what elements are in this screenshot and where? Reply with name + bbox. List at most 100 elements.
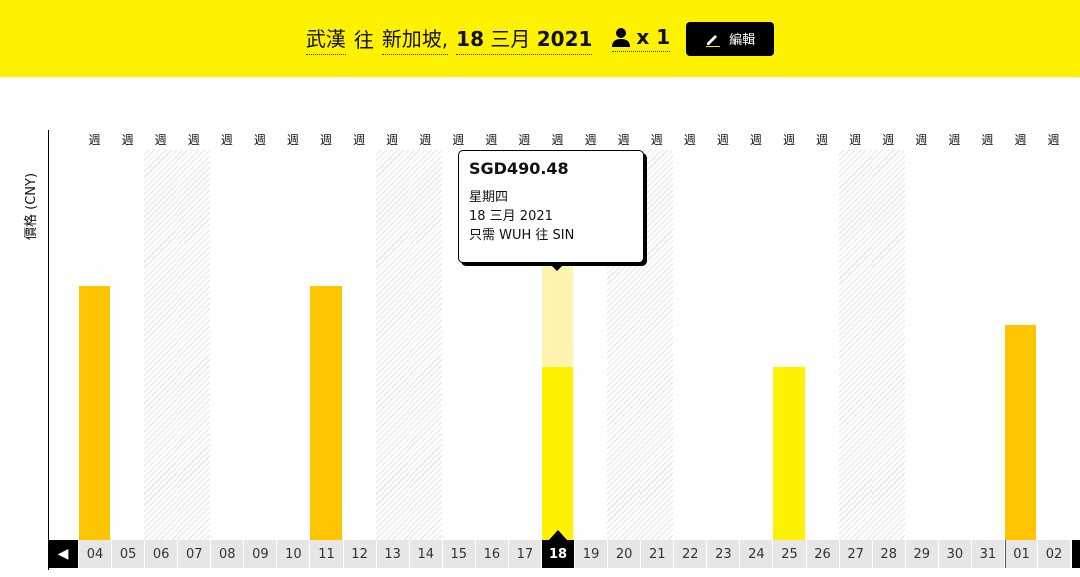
day-column-07[interactable]: 週 07: [177, 0, 211, 568]
tooltip-price: SGD490.48: [469, 159, 569, 178]
day-column-28[interactable]: 週 28: [871, 0, 905, 568]
week-label: 週: [320, 133, 333, 147]
edit-button[interactable]: 編輯: [686, 21, 775, 56]
day-column-17[interactable]: 週 17: [508, 0, 541, 568]
weekend-hatch: [144, 150, 178, 540]
weekend-hatch: [838, 150, 872, 540]
week-label: 週: [948, 133, 961, 147]
route-summary[interactable]: 武漢 往 新加坡, 18 三月 2021: [305, 23, 593, 55]
day-button[interactable]: 23: [707, 540, 740, 568]
day-column-27[interactable]: 週 27: [838, 0, 872, 568]
day-button[interactable]: 06: [145, 540, 178, 568]
prev-arrow-button[interactable]: ◀: [48, 540, 78, 568]
week-label: 週: [882, 133, 895, 147]
day-button[interactable]: 16: [475, 540, 508, 568]
price-bar-04[interactable]: [79, 286, 111, 540]
day-button[interactable]: 02: [1038, 540, 1071, 568]
travel-date[interactable]: 18 三月 2021: [456, 23, 593, 55]
day-button[interactable]: 09: [244, 540, 277, 568]
day-column-20[interactable]: 週 20: [607, 0, 641, 568]
day-button[interactable]: 08: [211, 540, 244, 568]
day-column-24[interactable]: 週 24: [739, 0, 773, 568]
day-column-19[interactable]: 週 19: [574, 0, 608, 568]
week-label: 週: [88, 133, 101, 147]
next-arrow-button[interactable]: [1072, 540, 1080, 568]
day-button[interactable]: 01: [1004, 540, 1038, 568]
day-column-29[interactable]: 週 29: [905, 0, 938, 568]
origin[interactable]: 武漢: [305, 23, 346, 55]
price-chart: 價格 (CNY) 週 04 週 05 週 06 週 07 週 08 週 09 週 10 週 11 週 12 週 13 週…: [24, 130, 1080, 570]
day-column-22[interactable]: 週 22: [673, 0, 707, 568]
week-label: 週: [286, 133, 299, 147]
tooltip-date: 18 三月 2021: [469, 209, 553, 224]
week-label: 週: [187, 133, 200, 147]
day-column-25[interactable]: 週 25: [772, 0, 806, 568]
search-summary-bar: 武漢 往 新加坡, 18 三月 2021 x 1 編輯: [0, 0, 1080, 77]
day-button[interactable]: 17: [508, 540, 541, 568]
day-button[interactable]: 27: [839, 540, 872, 568]
day-column-14[interactable]: 週 14: [408, 0, 442, 568]
day-button[interactable]: 28: [872, 540, 905, 568]
day-button[interactable]: 11: [310, 540, 343, 568]
price-bar-11[interactable]: [310, 286, 342, 540]
day-column-04[interactable]: 週 04: [78, 0, 112, 568]
day-button[interactable]: 20: [608, 540, 641, 568]
day-column-05[interactable]: 週 05: [111, 0, 145, 568]
day-button[interactable]: 04: [79, 540, 112, 568]
day-column-02[interactable]: 週 02: [1037, 0, 1071, 568]
day-column-15[interactable]: 週 15: [442, 0, 475, 568]
day-button[interactable]: 31: [971, 540, 1004, 568]
day-column-23[interactable]: 週 23: [706, 0, 740, 568]
day-column-16[interactable]: 週 16: [475, 0, 508, 568]
day-button[interactable]: 30: [938, 540, 971, 568]
day-column-06[interactable]: 週 06: [144, 0, 178, 568]
day-column-08[interactable]: 週 08: [210, 0, 244, 568]
person-icon: [612, 28, 631, 47]
price-bar-01[interactable]: [1004, 324, 1037, 540]
day-button[interactable]: 18: [541, 540, 575, 568]
price-bar-18[interactable]: [541, 366, 574, 540]
day-column-31[interactable]: 週 31: [971, 0, 1004, 568]
week-label: 週: [353, 133, 366, 147]
pencil-icon: [706, 34, 721, 47]
day-column-26[interactable]: 週 26: [806, 0, 839, 568]
day-button[interactable]: 05: [112, 540, 145, 568]
day-button[interactable]: 19: [575, 540, 608, 568]
day-button[interactable]: 22: [674, 540, 707, 568]
day-column-01[interactable]: 週 01: [1004, 0, 1038, 568]
day-button[interactable]: 26: [806, 540, 839, 568]
day-column-12[interactable]: 週 12: [343, 0, 376, 568]
day-button[interactable]: 21: [641, 540, 674, 568]
weekend-hatch: [177, 150, 211, 540]
weekend-hatch: [408, 150, 442, 540]
destination[interactable]: 新加坡,: [381, 23, 449, 55]
price-bar-25[interactable]: [773, 366, 805, 540]
week-label: 週: [485, 133, 498, 147]
day-column-21[interactable]: 週 21: [640, 0, 674, 568]
week-label: 週: [683, 133, 696, 147]
day-button[interactable]: 15: [442, 540, 475, 568]
day-button[interactable]: 07: [178, 540, 211, 568]
tooltip-route: 只需 WUH 往 SIN: [469, 228, 575, 243]
day-column-13[interactable]: 週 13: [375, 0, 409, 568]
day-button[interactable]: 13: [376, 540, 409, 568]
week-label: 週: [220, 133, 233, 147]
day-column-30[interactable]: 週 30: [938, 0, 971, 568]
day-column-18[interactable]: 週 18: [541, 0, 575, 568]
day-button[interactable]: 10: [277, 540, 310, 568]
day-button[interactable]: 14: [409, 540, 442, 568]
day-button[interactable]: 12: [343, 540, 376, 568]
passenger-count[interactable]: x 1: [612, 25, 671, 52]
y-axis: [48, 130, 49, 570]
day-column-11[interactable]: 週 11: [309, 0, 343, 568]
day-button[interactable]: 29: [905, 540, 938, 568]
price-tooltip: SGD490.48 星期四 18 三月 2021 只需 WUH 往 SIN: [458, 150, 644, 271]
day-column-09[interactable]: 週 09: [243, 0, 277, 568]
day-column-10[interactable]: 週 10: [276, 0, 310, 568]
week-label: 週: [253, 133, 266, 147]
day-button[interactable]: 25: [773, 540, 806, 568]
week-label: 週: [419, 133, 432, 147]
day-button[interactable]: 24: [740, 540, 773, 568]
week-label: 週: [849, 133, 862, 147]
to-label: 往: [353, 28, 374, 52]
